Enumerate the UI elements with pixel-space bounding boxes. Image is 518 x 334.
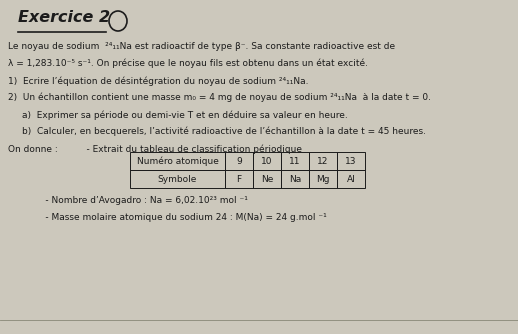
Text: Le noyau de sodium  ²⁴₁₁Na est radioactif de type β⁻. Sa constante radioactive e: Le noyau de sodium ²⁴₁₁Na est radioactif… [8, 42, 395, 51]
Bar [225, 170, 253, 188]
Bar [337, 152, 365, 170]
Text: λ = 1,283.10⁻⁵ s⁻¹. On précise que le noyau fils est obtenu dans un état excité.: λ = 1,283.10⁻⁵ s⁻¹. On précise que le no… [8, 59, 368, 68]
Text: - Nombre d’Avogadro : Νa = 6,02.10²³ mol ⁻¹: - Nombre d’Avogadro : Νa = 6,02.10²³ mol… [8, 196, 248, 205]
Bar [130, 170, 225, 188]
Bar [130, 152, 225, 170]
Text: Symbole: Symbole [158, 174, 197, 183]
Text: Numéro atomique: Numéro atomique [137, 156, 219, 166]
Text: 13: 13 [346, 157, 357, 166]
Text: b)  Calculer, en becquerels, l’activité radioactive de l’échantillon à la date t: b) Calculer, en becquerels, l’activité r… [22, 127, 426, 137]
Text: 11: 11 [289, 157, 301, 166]
Text: F: F [236, 174, 241, 183]
Text: Na: Na [289, 174, 301, 183]
Text: a)  Exprimer sa période ou demi-vie T et en déduire sa valeur en heure.: a) Exprimer sa période ou demi-vie T et … [22, 110, 348, 120]
Bar [225, 152, 253, 170]
Bar [281, 152, 309, 170]
Text: 10: 10 [261, 157, 273, 166]
Bar [281, 170, 309, 188]
Bar [253, 170, 281, 188]
Text: Mg: Mg [316, 174, 330, 183]
Text: Ne: Ne [261, 174, 273, 183]
Text: Al: Al [347, 174, 355, 183]
Text: 1)  Ecrire l’équation de désintégration du noyau de sodium ²⁴₁₁Na.: 1) Ecrire l’équation de désintégration d… [8, 76, 309, 86]
Bar [309, 152, 337, 170]
Text: 9: 9 [236, 157, 242, 166]
Text: - Masse molaire atomique du sodium 24 : M(Na) = 24 g.mol ⁻¹: - Masse molaire atomique du sodium 24 : … [8, 213, 327, 222]
Bar [253, 152, 281, 170]
Bar [309, 170, 337, 188]
Bar [337, 170, 365, 188]
Text: On donne :          - Extrait du tableau de classification périodique: On donne : - Extrait du tableau de class… [8, 144, 302, 154]
Text: 12: 12 [318, 157, 329, 166]
Text: Exercice 2: Exercice 2 [18, 10, 110, 25]
Text: 2)  Un échantillon contient une masse m₀ = 4 mg de noyau de sodium ²⁴₁₁Na  à la : 2) Un échantillon contient une masse m₀ … [8, 93, 431, 103]
